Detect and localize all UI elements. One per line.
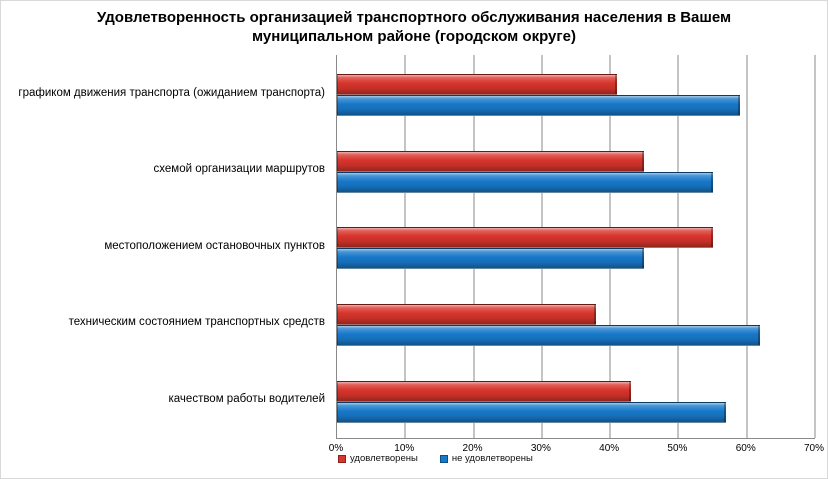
- chart-title-line2: муниципальном районе (городском округе): [252, 28, 576, 45]
- x-axis-tick-label: 50%: [667, 443, 688, 454]
- chart-title-line1: Удовлетворенность организацией транспорт…: [96, 9, 732, 26]
- gridline: [814, 55, 816, 438]
- x-axis-tick-label: 30%: [530, 443, 551, 454]
- plot-area: [336, 55, 816, 439]
- category-row: [337, 210, 815, 287]
- legend-item-satisfied: удовлетворены: [338, 453, 418, 464]
- bar-satisfied: [337, 227, 713, 249]
- category-label: качеством работы водителей: [168, 393, 326, 406]
- bar-unsatisfied: [337, 171, 713, 193]
- x-axis-tick-label: 0%: [328, 443, 344, 454]
- chart-title: Удовлетворенность организацией транспорт…: [1, 8, 827, 46]
- bar-unsatisfied: [337, 325, 761, 347]
- x-axis-tick-label: 60%: [735, 443, 756, 454]
- legend-item-unsatisfied: не удовлетворены: [439, 453, 533, 464]
- legend-label: не удовлетворены: [451, 453, 533, 464]
- x-axis-tick-label: 20%: [462, 443, 483, 454]
- legend-swatch: [338, 454, 346, 463]
- x-axis-tick-label: 10%: [394, 443, 415, 454]
- legend-swatch: [439, 454, 448, 463]
- category-row: [337, 57, 815, 134]
- x-axis: 0% 10% 20% 30% 40% 50% 60% 70%: [329, 443, 824, 457]
- legend-label: удовлетворены: [350, 453, 418, 464]
- category-label: местоположением остановочных пунктов: [104, 239, 325, 252]
- bar-satisfied: [337, 74, 617, 96]
- legend: удовлетворены не удовлетворены: [338, 453, 533, 464]
- category-row: [337, 134, 815, 211]
- category-label: техническим состоянием транспортных сред…: [68, 316, 325, 329]
- category-label: схемой организации маршрутов: [153, 163, 325, 176]
- bar-unsatisfied: [337, 401, 727, 423]
- bar-satisfied: [337, 304, 597, 326]
- bar-satisfied: [337, 380, 631, 402]
- x-axis-tick-label: 40%: [599, 443, 620, 454]
- category-label: графиком движения транспорта (ожиданием …: [18, 86, 325, 99]
- x-axis-tick-label: 70%: [803, 443, 825, 454]
- bar-satisfied: [337, 150, 645, 172]
- category-row: [337, 363, 815, 440]
- bar-unsatisfied: [337, 248, 645, 270]
- category-axis: графиком движения транспорта (ожиданием …: [1, 55, 330, 438]
- bar-rows: [337, 55, 815, 438]
- gridline: [746, 55, 748, 438]
- category-row: [337, 287, 815, 364]
- bar-unsatisfied: [337, 95, 740, 117]
